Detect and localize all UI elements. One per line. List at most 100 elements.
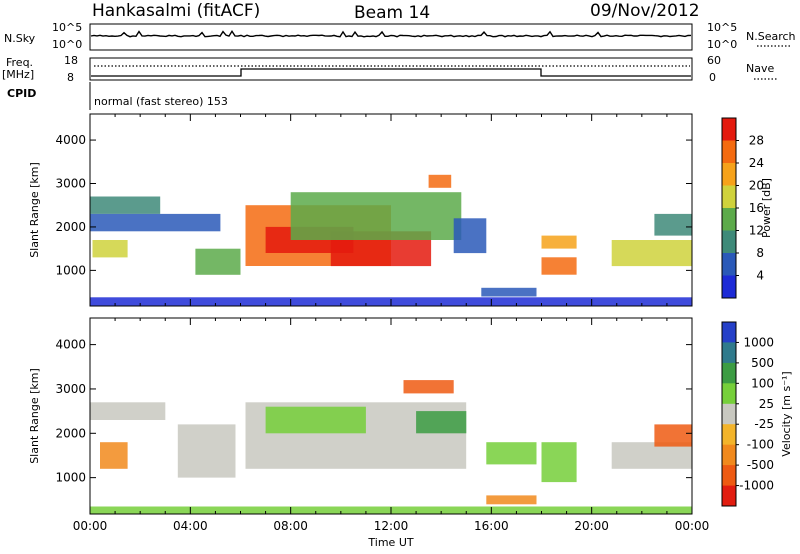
velocity-echo-region-10 — [611, 442, 692, 469]
power-colorbar-seg-2 — [722, 163, 736, 186]
power-ytick-label-2: 3000 — [55, 177, 86, 191]
velocity-colorbar-seg-0 — [722, 322, 736, 343]
velocity-cbar-label-3: 25 — [759, 397, 774, 411]
power-colorbar-seg-4 — [722, 208, 736, 231]
nsky-label: N.Sky — [4, 32, 36, 45]
xtick-label-5: 20:00 — [574, 519, 609, 533]
power-cbar-label-3: 16 — [749, 201, 764, 215]
power-cbar-label-1: 8 — [756, 246, 764, 260]
xtick-label-0: 00:00 — [73, 519, 108, 533]
velocity-echo-region-1 — [100, 442, 128, 469]
nsky-right-tick-bottom: 10^0 — [707, 38, 737, 51]
power-echo-region-13 — [611, 240, 692, 267]
station-title: Hankasalmi (fitACF) — [92, 1, 260, 21]
xaxis-label: Time UT — [367, 536, 413, 549]
nave-label: Nave — [746, 62, 774, 75]
velocity-echo-region-8 — [486, 495, 537, 505]
freq-label: Freq. — [6, 56, 33, 69]
freq-tick-bottom: 8 — [67, 71, 74, 84]
power-cbar-label-2: 12 — [749, 224, 764, 238]
velocity-colorbar-label: Velocity [m s⁻¹] — [780, 371, 793, 456]
velocity-cbar-label-5: -100 — [747, 438, 774, 452]
velocity-cbar-label-4: -25 — [754, 417, 774, 431]
velocity-echo-region-11 — [654, 424, 692, 447]
power-colorbar-seg-7 — [722, 275, 736, 299]
power-ytick-label-1: 2000 — [55, 220, 86, 234]
power-cbar-label-0: 4 — [756, 269, 764, 283]
velocity-colorbar-seg-2 — [722, 362, 736, 384]
velocity-ytick-label-2: 3000 — [55, 382, 86, 396]
nave-tick-top: 60 — [707, 54, 721, 67]
velocity-echo-regions — [90, 380, 692, 514]
nave-tick-bottom: 0 — [709, 71, 716, 84]
velocity-cbar-label-6: -500 — [747, 458, 774, 472]
power-colorbar-seg-0 — [722, 118, 736, 141]
velocity-echo-region-9 — [541, 442, 577, 483]
velocity-ylabel: Slant Range [km] — [28, 368, 41, 464]
velocity-colorbar-seg-8 — [722, 485, 736, 507]
velocity-echo-region-6 — [416, 411, 467, 434]
freq-strip-frame — [89, 57, 693, 81]
power-cbar-label-4: 20 — [749, 179, 764, 193]
nsearch-label: N.Search — [746, 30, 796, 43]
velocity-echo-region-7 — [486, 442, 537, 465]
power-echo-region-10 — [481, 287, 537, 297]
power-panel: 1000 2000 3000 4000 Slant Range [km] 4 8 12 16 20… — [28, 113, 773, 307]
velocity-echo-region-4 — [265, 406, 366, 434]
power-echo-region-14 — [654, 213, 692, 236]
power-ylabel: Slant Range [km] — [28, 162, 41, 258]
power-colorbar-label: Power [dB] — [760, 178, 773, 238]
power-echo-region-7 — [290, 192, 462, 240]
xtick-label-1: 04:00 — [173, 519, 208, 533]
velocity-ytick-label-3: 4000 — [55, 338, 86, 352]
velocity-cbar-label-1: 500 — [751, 356, 774, 370]
power-echo-regions — [90, 174, 692, 306]
velocity-ytick-label-1: 2000 — [55, 426, 86, 440]
velocity-colorbar-frame — [721, 321, 737, 507]
power-colorbar-seg-3 — [722, 185, 736, 209]
nsky-trace — [90, 29, 692, 38]
velocity-echo-region-5 — [403, 380, 454, 394]
nsky-tick-top: 10^5 — [52, 21, 82, 34]
power-echo-region-1 — [92, 240, 128, 258]
power-echo-region-0 — [90, 196, 161, 214]
power-echo-region-9 — [453, 218, 487, 254]
velocity-colorbar-seg-5 — [722, 424, 736, 446]
cpid-text: normal (fast stereo) 153 — [94, 95, 228, 108]
freq-tick-top: 18 — [64, 54, 78, 67]
power-cbar-label-6: 28 — [749, 134, 764, 148]
velocity-colorbar-seg-7 — [722, 465, 736, 486]
velocity-colorbar-seg-1 — [722, 342, 736, 364]
velocity-colorbar-seg-6 — [722, 444, 736, 466]
power-ytick-label-3: 4000 — [55, 133, 86, 147]
velocity-ytick-label-0: 1000 — [55, 471, 86, 485]
power-colorbar-seg-1 — [722, 140, 736, 164]
date-title: 09/Nov/2012 — [590, 1, 700, 21]
nsky-strip-frame — [89, 23, 693, 51]
beam-title: Beam 14 — [354, 3, 430, 23]
power-cbar-label-5: 24 — [749, 156, 764, 170]
power-echo-region-12 — [541, 235, 577, 249]
velocity-panel: 1000 2000 3000 4000 Slant Range [km] 1000 500 1… — [28, 317, 793, 549]
velocity-cbar-label-0: 1000 — [743, 335, 774, 349]
power-colorbar-seg-5 — [722, 230, 736, 254]
velocity-cbar-label-2: 100 — [751, 376, 774, 390]
velocity-cbar-label-7: -1000 — [739, 479, 774, 493]
velocity-colorbar-seg-3 — [722, 383, 736, 405]
xtick-label-6: 00:00 — [675, 519, 710, 533]
velocity-colorbar-seg-4 — [722, 403, 736, 425]
xtick-label-2: 08:00 — [273, 519, 308, 533]
freq-trace — [91, 68, 691, 77]
freq-unit: [MHz] — [2, 68, 34, 81]
power-echo-region-11 — [541, 257, 577, 275]
velocity-echo-region-2 — [177, 424, 236, 478]
power-echo-region-2 — [90, 213, 221, 232]
xtick-label-4: 16:00 — [474, 519, 509, 533]
power-echo-region-3 — [195, 248, 241, 275]
velocity-echo-region-0 — [90, 402, 166, 420]
nsky-tick-bottom: 10^0 — [52, 38, 82, 51]
cpid-label: CPID — [7, 87, 36, 100]
power-ytick-label-0: 1000 — [55, 263, 86, 277]
power-echo-region-8 — [428, 174, 452, 188]
